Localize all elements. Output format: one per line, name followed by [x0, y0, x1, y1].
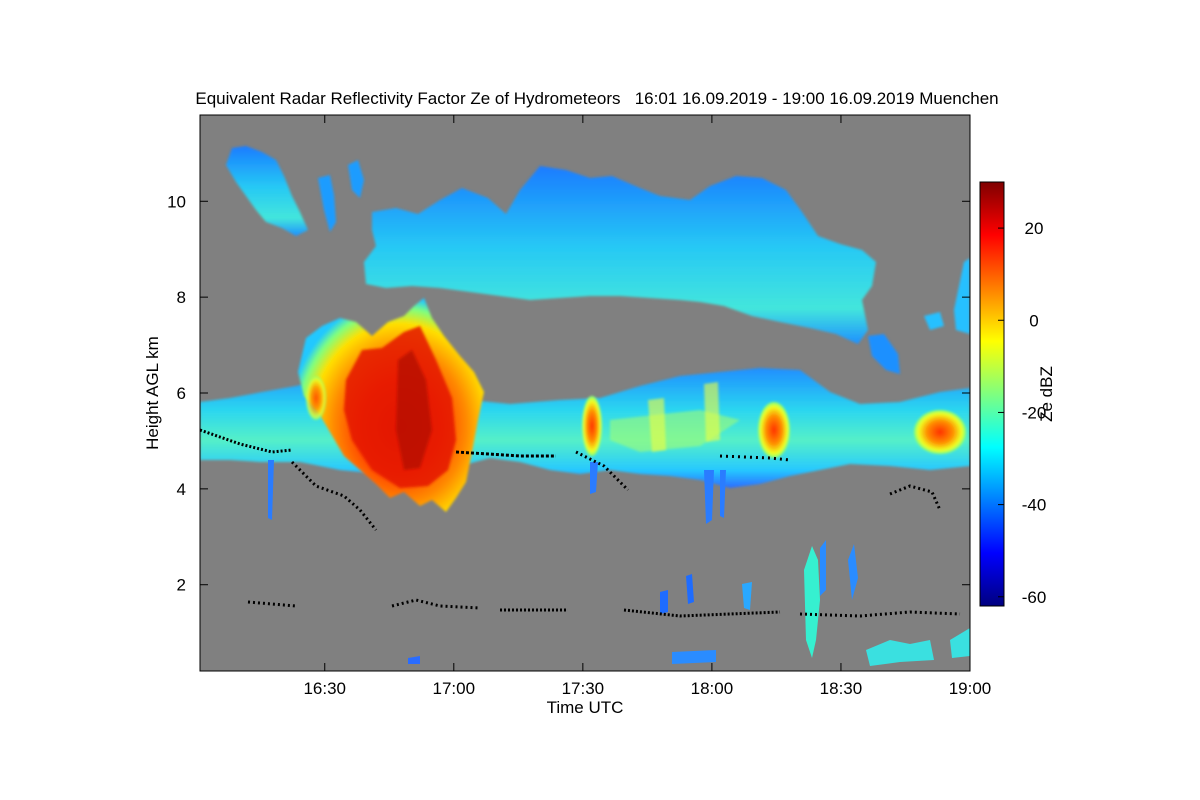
- feature-fall-streak: [590, 462, 598, 494]
- feature-bright-band: [704, 382, 720, 442]
- feature-embedded-cell-4: [306, 376, 326, 420]
- radar-echoes: [200, 146, 970, 666]
- y-axis-label: Height AGL km: [143, 336, 162, 450]
- feature-cirrus-right: [924, 312, 944, 330]
- x-tick-label: 19:00: [949, 679, 992, 698]
- colorbar-tick-label: -20: [1022, 403, 1047, 422]
- feature-low-echo: [804, 546, 820, 658]
- colorbar: [979, 181, 1005, 607]
- x-tick-label: 17:00: [433, 679, 476, 698]
- y-tick-label: 10: [167, 192, 186, 211]
- colorbar-tick-label: 0: [1029, 311, 1038, 330]
- cloud-base-dots: [200, 428, 961, 618]
- feature-low-echo: [742, 582, 752, 610]
- feature-low-echo: [866, 640, 934, 666]
- feature-low-echo: [848, 544, 858, 600]
- feature-convective-deep: [396, 350, 432, 470]
- feature-low-echo: [672, 650, 716, 664]
- feature-cirrus-wisp: [318, 175, 336, 232]
- feature-cirrus-tail: [868, 334, 900, 374]
- colorbar-tick-label: 20: [1025, 219, 1044, 238]
- feature-embedded-cell-3: [914, 410, 966, 454]
- y-tick-label: 8: [177, 288, 186, 307]
- feature-fall-streak: [268, 460, 274, 520]
- feature-embedded-cell-1: [582, 396, 602, 456]
- x-tick-label: 18:00: [691, 679, 734, 698]
- feature-low-echo: [820, 540, 826, 596]
- feature-embedded-cell-2: [758, 402, 790, 458]
- feature-fall-streak: [704, 470, 714, 524]
- y-tick-label: 4: [177, 480, 186, 499]
- colorbar-label: Ze dBZ: [1037, 366, 1056, 422]
- feature-low-echo: [686, 574, 694, 604]
- feature-low-echo: [408, 656, 420, 664]
- x-tick-label: 16:30: [303, 679, 346, 698]
- feature-bright-band: [648, 398, 666, 452]
- feature-cirrus-right: [954, 258, 970, 334]
- y-tick-label: 6: [177, 384, 186, 403]
- feature-low-echo: [660, 590, 668, 614]
- x-axis: 16:30 17:00 17:30 18:00 18:30 19:00: [303, 115, 991, 698]
- y-tick-label: 2: [177, 576, 186, 595]
- feature-cirrus-upper-band: [364, 166, 876, 344]
- feature-cirrus-wisp: [348, 160, 364, 198]
- x-tick-label: 18:30: [820, 679, 863, 698]
- x-tick-label: 17:30: [562, 679, 605, 698]
- feature-cirrus-upper-left: [226, 146, 308, 236]
- y-axis: 2 4 6 8 10: [167, 192, 970, 595]
- chart-title: Equivalent Radar Reflectivity Factor Ze …: [195, 89, 998, 108]
- colorbar-tick-label: -60: [1022, 588, 1047, 607]
- colorbar-tick-label: -40: [1022, 496, 1047, 515]
- feature-low-echo: [950, 628, 970, 658]
- x-axis-label: Time UTC: [547, 698, 624, 717]
- colorbar-axis: 20 0 -20 -40 -60: [998, 219, 1046, 607]
- feature-fall-streak: [720, 470, 726, 518]
